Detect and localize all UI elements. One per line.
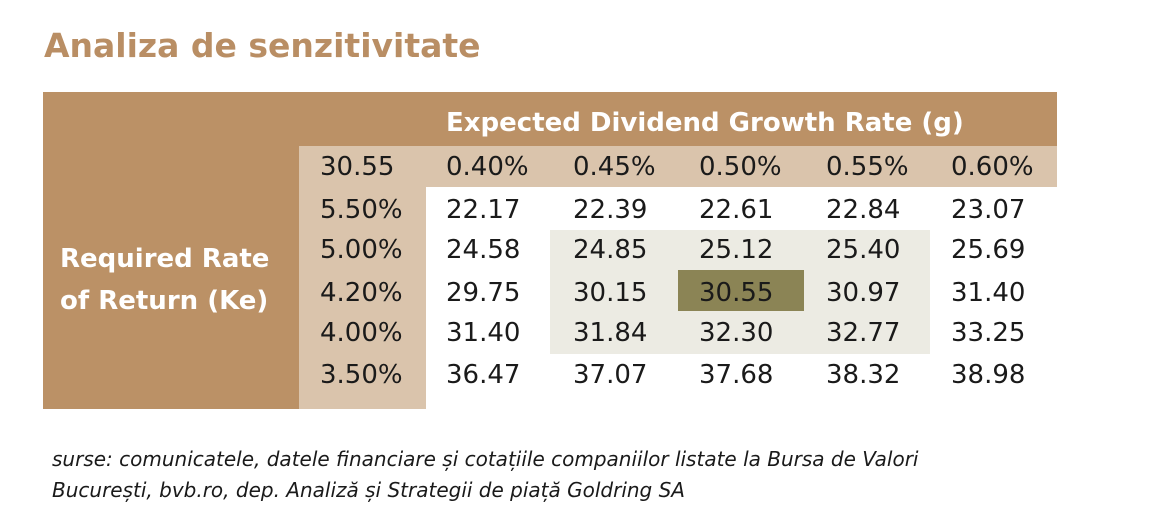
price-cell: 37.68 [699,360,774,390]
row-axis-label: Required Rate of Return (Ke) [60,238,290,322]
growth-rate-cell: 0.60% [951,152,1034,182]
table-header-band [43,92,1057,146]
price-cell: 25.40 [826,235,901,265]
ke-column [299,187,426,409]
ke-rate-cell: 4.00% [320,318,403,348]
price-cell: 30.55 [699,278,774,308]
price-cell: 38.98 [951,360,1026,390]
price-cell: 30.15 [573,278,648,308]
ke-rate-cell: 5.00% [320,235,403,265]
base-case-highlight [678,270,804,311]
price-cell: 23.07 [951,195,1026,225]
ke-rate-cell: 4.20% [320,278,403,308]
row-axis-label-line1: Required Rate [60,244,270,274]
price-cell: 33.25 [951,318,1026,348]
price-cell: 24.58 [446,235,521,265]
page-title: Analiza de senzitivitate [44,26,481,65]
price-cell: 32.30 [699,318,774,348]
price-cell: 22.39 [573,195,648,225]
price-cell: 30.97 [826,278,901,308]
price-cell: 22.61 [699,195,774,225]
row-header-band [43,146,299,409]
price-cell: 25.69 [951,235,1026,265]
ke-rate-cell: 3.50% [320,360,403,390]
source-line2: București, bvb.ro, dep. Analiză și Strat… [52,478,685,502]
price-cell: 31.40 [446,318,521,348]
price-cell: 31.40 [951,278,1026,308]
price-cell: 32.77 [826,318,901,348]
ke-rate-cell: 5.50% [320,195,403,225]
row-axis-label-line2: of Return (Ke) [60,286,269,316]
growth-rate-header-row [299,146,1057,187]
growth-rate-cell: 0.50% [699,152,782,182]
source-line1: surse: comunicatele, datele financiare ș… [52,447,919,471]
source-note: surse: comunicatele, datele financiare ș… [52,444,1012,506]
price-cell: 36.47 [446,360,521,390]
price-cell: 22.84 [826,195,901,225]
corner-value-cell: 30.55 [320,152,395,182]
growth-rate-cell: 0.40% [446,152,529,182]
price-cell: 38.32 [826,360,901,390]
price-cell: 31.84 [573,318,648,348]
price-cell: 25.12 [699,235,774,265]
column-axis-label: Expected Dividend Growth Rate (g) [446,108,964,138]
growth-rate-cell: 0.45% [573,152,656,182]
price-cell: 37.07 [573,360,648,390]
price-cell: 24.85 [573,235,648,265]
price-cell: 22.17 [446,195,521,225]
growth-rate-cell: 0.55% [826,152,909,182]
price-cell: 29.75 [446,278,521,308]
